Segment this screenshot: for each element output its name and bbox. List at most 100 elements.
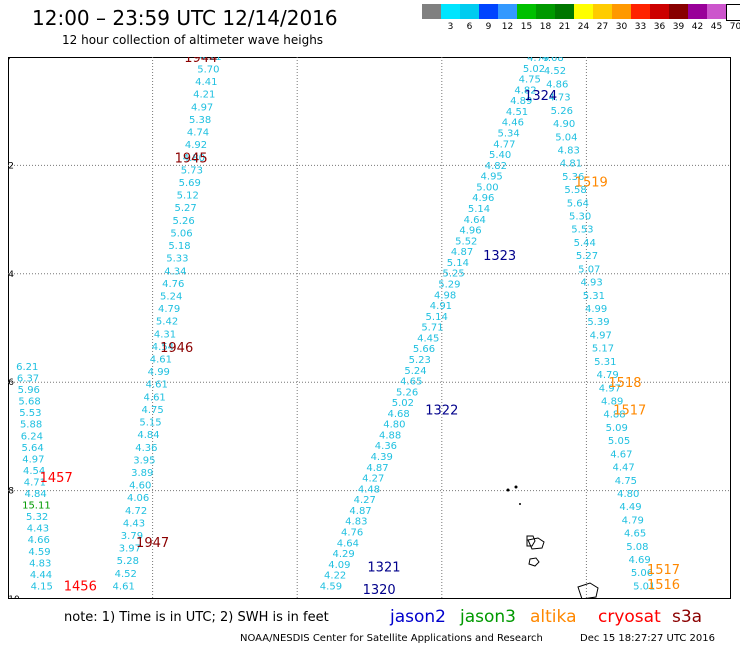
pass-time-label: 1516: [647, 578, 680, 593]
legend-label: 30: [615, 22, 628, 32]
swh-value: 4.54: [23, 466, 45, 477]
swh-value: 4.67: [610, 449, 632, 460]
legend-swatch: [536, 4, 555, 19]
swh-value: 4.91: [430, 301, 452, 312]
island-outline: [528, 557, 540, 567]
swh-value: 5.53: [571, 225, 593, 236]
swh-value: 5.39: [587, 317, 609, 328]
legend-swatch: [593, 4, 612, 19]
legend-label: 45: [710, 22, 723, 32]
swh-value: 5.12: [177, 191, 199, 202]
swh-value: 4.79: [622, 515, 644, 526]
swh-value: 4.44: [30, 570, 52, 581]
swh-value: 5.27: [576, 251, 598, 262]
swh-value: 6.37: [17, 373, 39, 384]
swh-value: 4.21: [199, 57, 221, 63]
swh-value: 15.11: [22, 501, 51, 512]
credit-line: NOAA/NESDIS Center for Satellite Applica…: [240, 633, 543, 644]
pass-time-label: 1324: [524, 89, 557, 104]
swh-value: 4.22: [324, 571, 346, 582]
swh-value: 4.39: [371, 452, 393, 463]
swh-value: 5.73: [181, 165, 203, 176]
swh-value: 5.33: [166, 254, 188, 265]
swh-value: 5.40: [489, 150, 511, 161]
latitude-tick-label: -6: [8, 378, 14, 388]
pass-time-label: 1323: [483, 249, 516, 264]
swh-value: 4.89: [510, 96, 532, 107]
swh-value: 4.86: [546, 79, 568, 90]
swh-value: 4.84: [137, 430, 159, 441]
swh-value: 5.09: [606, 423, 628, 434]
swh-value: 4.49: [619, 502, 641, 513]
swh-value: 5.42: [156, 317, 178, 328]
swh-value: 4.27: [354, 495, 376, 506]
swh-value: 4.43: [123, 518, 145, 529]
pass-time-label: 1517: [613, 403, 646, 418]
legend-label: 12: [501, 22, 514, 32]
legend-swatch: [441, 4, 460, 19]
swh-value: 6.21: [16, 362, 38, 373]
swh-value: 5.04: [555, 132, 577, 143]
swh-value: 5.02: [523, 64, 545, 75]
map-title: 12:00 – 23:59 UTC 12/14/2016: [32, 6, 338, 30]
swh-value: 4.06: [127, 493, 149, 504]
swh-value: 4.95: [481, 172, 503, 183]
swh-value: 4.83: [29, 558, 51, 569]
swh-value: 4.90: [553, 119, 575, 130]
swh-value: 4.46: [502, 118, 524, 129]
swh-value: 4.15: [31, 581, 53, 592]
swh-value: 4.54: [152, 342, 174, 353]
swh-value: 4.72: [125, 506, 147, 517]
swh-value: 4.66: [28, 535, 50, 546]
swh-value: 4.76: [341, 528, 363, 539]
pass-time-label: 1518: [608, 376, 641, 391]
legend-label: 27: [596, 22, 609, 32]
swh-value: 4.68: [542, 57, 564, 64]
swh-value: 4.99: [585, 304, 607, 315]
swh-value: 4.73: [548, 93, 570, 104]
legend-label: 70: [729, 22, 740, 32]
swh-value: 4.79: [527, 57, 549, 64]
legend-swatch: [707, 4, 726, 19]
swh-value: 4.61: [146, 380, 168, 391]
swh-value: 4.61: [150, 355, 172, 366]
island-dot: [506, 488, 510, 492]
swh-value: 5.08: [626, 542, 648, 553]
island-dot: [519, 503, 521, 505]
swh-value: 5.25: [442, 269, 464, 280]
legend-label: 42: [691, 22, 704, 32]
swh-value: 4.87: [451, 247, 473, 258]
swh-value: 5.31: [583, 291, 605, 302]
swh-value: 4.81: [560, 159, 582, 170]
swh-value: 5.29: [438, 279, 460, 290]
swh-value: 5.32: [26, 512, 48, 523]
swh-value: 5.06: [170, 228, 192, 239]
swh-value: 4.98: [434, 290, 456, 301]
swh-value: 5.14: [426, 312, 448, 323]
swh-value: 5.96: [18, 385, 40, 396]
swh-value: 5.34: [497, 128, 519, 139]
swh-value: 5.64: [567, 198, 589, 209]
legend-swatch: [726, 4, 740, 21]
swh-value: 4.52: [115, 569, 137, 580]
swh-value: 4.09: [328, 560, 350, 571]
swh-value: 4.75: [615, 476, 637, 487]
swh-value: 4.79: [158, 304, 180, 315]
legend-label: 33: [634, 22, 647, 32]
swh-value: 5.30: [569, 212, 591, 223]
legend-label: 39: [672, 22, 685, 32]
swh-value: 5.23: [409, 355, 431, 366]
swh-value: 5.07: [578, 264, 600, 275]
legend-swatch: [479, 4, 498, 19]
swh-value: 5.14: [447, 258, 469, 269]
legend-swatch: [574, 4, 593, 19]
legend-swatch: [688, 4, 707, 19]
sat-legend-s3a: s3a: [672, 607, 703, 627]
swh-value: 4.47: [613, 463, 635, 474]
pass-time-label: 1321: [367, 560, 400, 575]
swh-value: 4.52: [544, 66, 566, 77]
swh-value: 5.44: [574, 238, 596, 249]
swh-value: 5.52: [455, 236, 477, 247]
swh-value: 5.00: [476, 182, 498, 193]
swh-value: 3.89: [131, 468, 153, 479]
